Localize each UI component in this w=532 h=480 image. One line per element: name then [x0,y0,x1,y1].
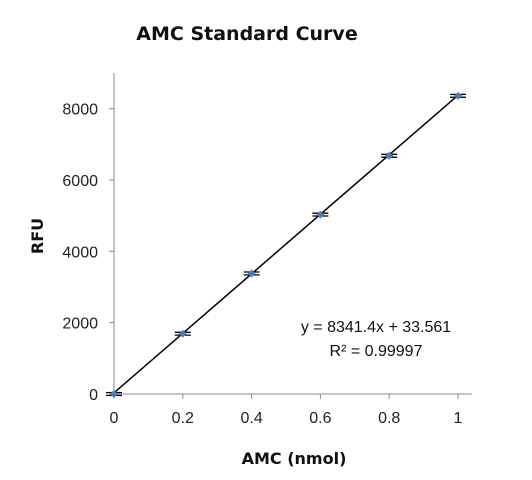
chart-title: AMC Standard Curve [136,23,357,45]
x-tick-label: 0 [110,410,119,427]
x-tick-label: 0.8 [378,410,400,427]
data-point [247,269,256,278]
x-tick-label: 0.6 [309,410,331,427]
data-point [385,151,394,160]
data-point [454,91,462,100]
x-axis-ticks: 0 0.2 0.4 0.6 0.8 1 [110,394,463,427]
axes [113,73,472,395]
y-tick-label: 4000 [62,244,98,261]
r-squared-label: R² = 0.99997 [330,343,423,360]
x-tick-label: 1 [454,410,463,427]
y-tick-label: 6000 [62,173,98,190]
trendline-path [113,94,459,394]
y-axis-ticks: 0 2000 4000 6000 8000 [62,102,114,404]
trendline [113,94,459,394]
y-axis-title: RFU [28,218,47,254]
trendline-equation: y = 8341.4x + 33.561 [301,319,451,336]
y-tick-label: 2000 [62,316,98,333]
y-tick-label: 0 [89,387,98,404]
data-points [110,91,462,398]
y-tick-label: 8000 [62,102,98,119]
data-point [178,329,187,338]
x-axis-title: AMC (nmol) [242,449,347,468]
x-tick-label: 0.2 [172,410,194,427]
data-point [316,210,325,219]
x-tick-label: 0.4 [240,410,262,427]
data-point [110,390,118,398]
